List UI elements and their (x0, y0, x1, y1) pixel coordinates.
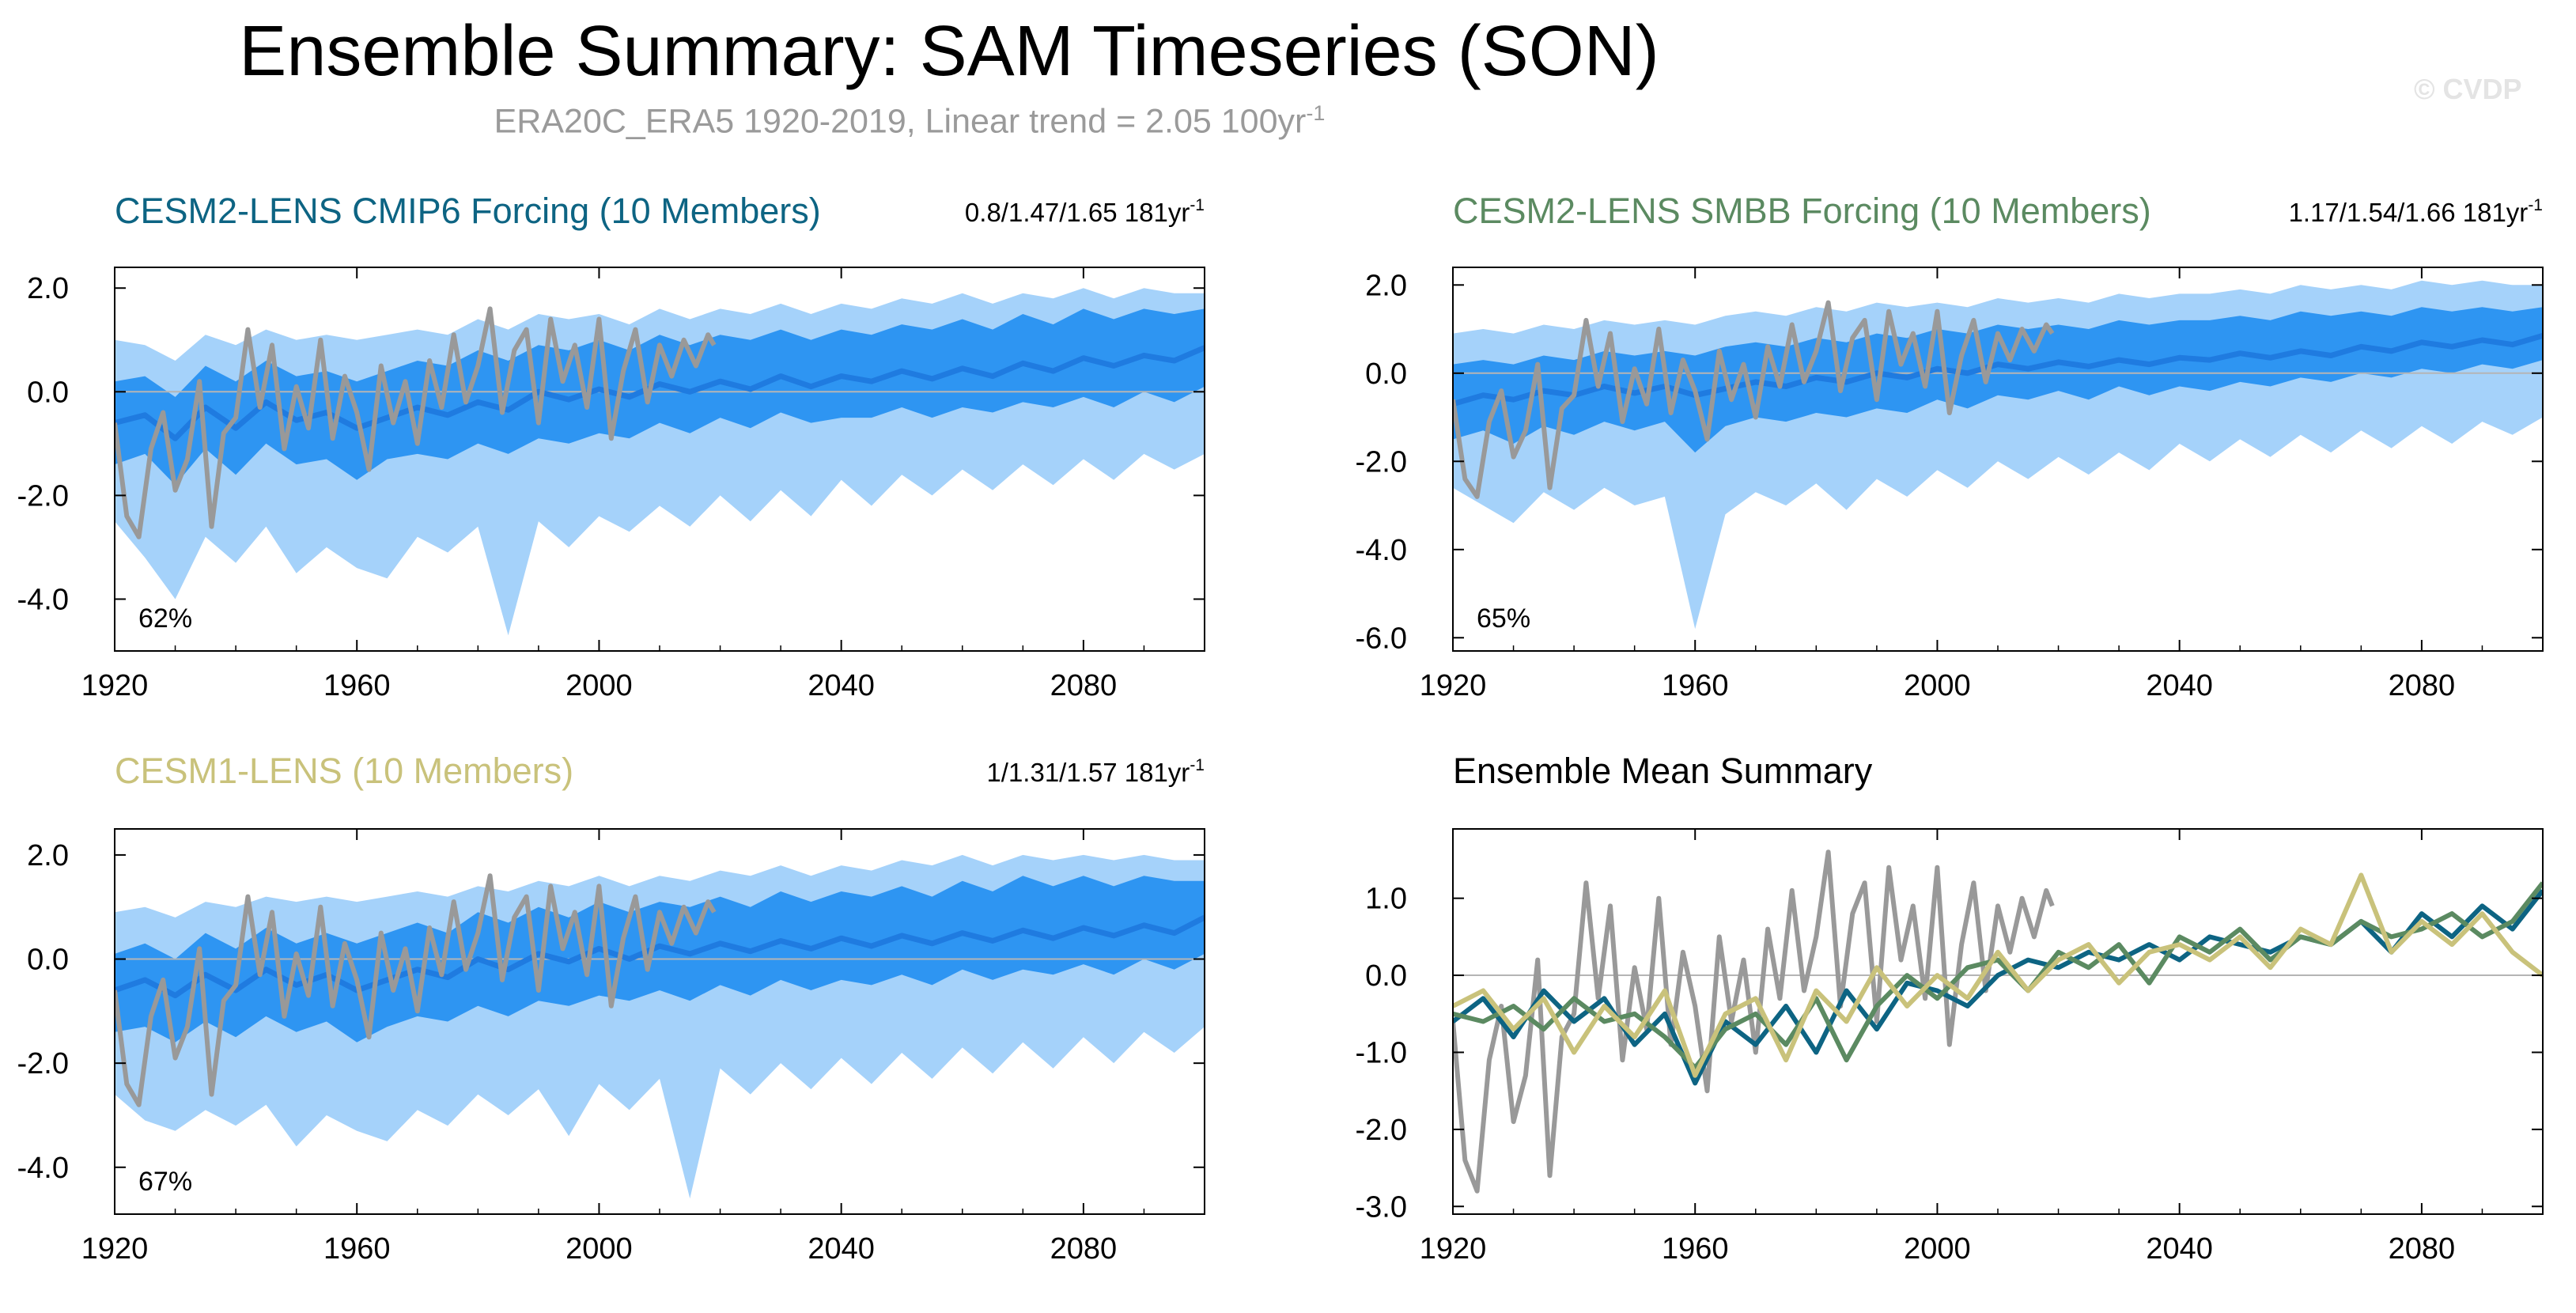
y-tick-label: 0.0 (27, 376, 69, 409)
y-tick-label: -4.0 (1356, 534, 1407, 567)
x-tick-label: 1960 (1662, 1232, 1729, 1266)
x-tick-label: 1920 (1420, 1232, 1487, 1266)
x-tick-label: 2080 (1050, 669, 1118, 702)
y-tick-label: -6.0 (1356, 622, 1407, 655)
trend-stat-exponent: -1 (2528, 196, 2543, 214)
y-tick-label: -2.0 (1356, 445, 1407, 479)
trend-stat-exponent: -1 (1190, 756, 1205, 774)
plot-area (1453, 849, 2543, 1194)
plot-area (1453, 280, 2543, 630)
inner-spread-band (1453, 307, 2543, 453)
y-tick-label: 2.0 (27, 272, 69, 305)
inner-spread-band (115, 308, 1205, 486)
trend-stat-text: 1/1.31/1.57 181yr (986, 758, 1190, 787)
trend-stat-label: 0.8/1.47/1.65 181yr-1 (965, 196, 1205, 227)
x-tick-label: 1920 (81, 669, 149, 702)
x-tick-label: 2000 (566, 1232, 633, 1266)
x-tick-label: 2000 (1904, 669, 1971, 702)
subtitle-text: ERA20C_ERA5 1920-2019, Linear trend = 2.… (494, 102, 1307, 141)
observations-line (1453, 300, 2055, 499)
x-tick-label: 1920 (1420, 669, 1487, 702)
x-tick-label: 2040 (2146, 1232, 2213, 1266)
x-tick-label: 2000 (1904, 1232, 1971, 1266)
x-tick-label: 2000 (566, 669, 633, 702)
figure-subtitle: ERA20C_ERA5 1920-2019, Linear trend = 2.… (0, 101, 1819, 141)
y-tick-label: -4.0 (17, 1152, 69, 1185)
y-tick-label: -3.0 (1356, 1190, 1407, 1224)
percent-label: 62% (138, 604, 192, 634)
x-tick-label: 1920 (81, 1232, 149, 1266)
x-tick-label: 1960 (323, 669, 391, 702)
percent-label: 65% (1477, 604, 1530, 634)
x-tick-label: 2040 (2146, 669, 2213, 702)
y-tick-label: 0.0 (1365, 959, 1407, 993)
ensemble-mean-line (1453, 333, 2543, 407)
panel-title: Ensemble Mean Summary (1453, 751, 1873, 791)
x-tick-label: 2080 (2389, 669, 2456, 702)
panel-title: CESM2-LENS SMBB Forcing (10 Members) (1453, 191, 2151, 231)
y-tick-label: -4.0 (17, 583, 69, 616)
x-tick-label: 2080 (1050, 1232, 1118, 1266)
watermark: © CVDP (2414, 73, 2522, 105)
trend-stat-text: 1.17/1.54/1.66 181yr (2289, 198, 2529, 227)
y-tick-label: -2.0 (17, 479, 69, 513)
ensemble-mean-line (115, 345, 1205, 441)
panel-summary: 1920 1960 2000 2040 2080 1.0 0.0 -1.0 -2.0 -3.0 En… (1356, 751, 2544, 1266)
panel-cesm1: 1920 1960 2000 2040 2080 2.0 0.0 -2.0 -4.0 CESM1-… (17, 751, 1205, 1266)
plot-area (115, 854, 1205, 1199)
series-line-era20c-era5 (1453, 849, 2055, 1194)
y-tick-label: 2.0 (1365, 269, 1407, 302)
y-tick-label: 2.0 (27, 839, 69, 872)
trend-stat-label: 1.17/1.54/1.66 181yr-1 (2289, 196, 2543, 227)
y-tick-label: -2.0 (17, 1047, 69, 1080)
x-tick-label: 2040 (808, 669, 875, 702)
panel-title: CESM1-LENS (10 Members) (115, 751, 573, 791)
ensemble-mean-line (115, 914, 1205, 999)
panel-cmip6: 1920 1960 2000 2040 2080 2.0 0.0 -2.0 -4.0 CESM2-… (17, 191, 1205, 702)
observations-line (115, 306, 717, 539)
subtitle-exponent: -1 (1306, 101, 1326, 125)
x-tick-label: 1960 (323, 1232, 391, 1266)
panel-title: CESM2-LENS CMIP6 Forcing (10 Members) (115, 191, 821, 231)
x-tick-label: 2080 (2389, 1232, 2456, 1266)
plot-area (115, 288, 1205, 636)
percent-label: 67% (138, 1167, 192, 1197)
x-tick-label: 1960 (1662, 669, 1729, 702)
series-line-cesm2-lens-smbb (1453, 881, 2543, 1070)
y-tick-label: 0.0 (27, 944, 69, 977)
y-tick-label: 0.0 (1365, 358, 1407, 391)
trend-stat-text: 0.8/1.47/1.65 181yr (965, 198, 1190, 227)
observations-line (115, 873, 717, 1107)
y-tick-label: -1.0 (1356, 1036, 1407, 1069)
panel-smbb: 1920 1960 2000 2040 2080 2.0 0.0 -2.0 -4.0 -6.0 CE… (1356, 191, 2544, 702)
trend-stat-label: 1/1.31/1.57 181yr-1 (986, 756, 1205, 787)
y-tick-label: 1.0 (1365, 883, 1407, 916)
x-tick-label: 2040 (808, 1232, 875, 1266)
series-line-cesm1-lens (1453, 872, 2543, 1078)
trend-stat-exponent: -1 (1190, 196, 1205, 214)
figure-title: Ensemble Summary: SAM Timeseries (SON) (239, 12, 1659, 91)
y-tick-label: -2.0 (1356, 1114, 1407, 1147)
